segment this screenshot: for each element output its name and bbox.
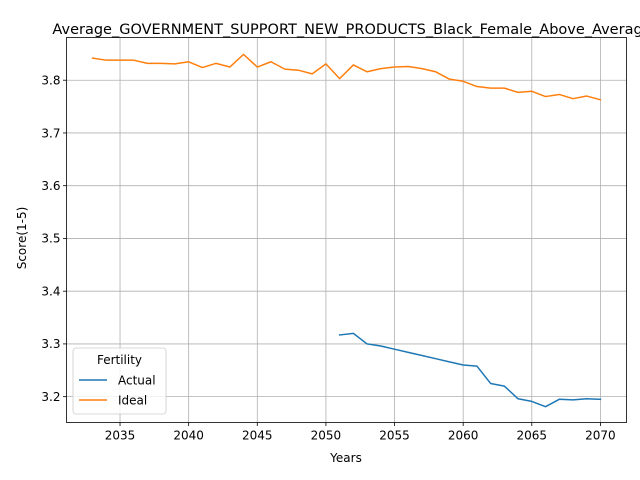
legend-label-ideal: Ideal	[118, 393, 147, 407]
x-tick-label: 2045	[242, 429, 273, 443]
x-tick-label: 2050	[311, 429, 342, 443]
y-axis-ticks: 3.2 3.3 3.4 3.5 3.6 3.7 3.8	[41, 74, 67, 404]
y-tick-label: 3.2	[41, 390, 60, 404]
legend-label-actual: Actual	[118, 373, 156, 387]
series-layer	[91, 53, 602, 408]
legend-box	[72, 347, 167, 415]
legend: Fertility Actual Ideal	[72, 347, 167, 415]
y-tick-label: 3.4	[41, 284, 60, 298]
y-tick-label: 3.6	[41, 179, 60, 193]
chart-title: Average_GOVERNMENT_SUPPORT_NEW_PRODUCTS_…	[52, 22, 640, 38]
y-tick-label: 3.3	[41, 337, 60, 351]
x-axis-title: Years	[329, 451, 362, 465]
x-tick-label: 2070	[585, 429, 616, 443]
x-tick-label: 2055	[379, 429, 410, 443]
y-tick-label: 3.5	[41, 232, 60, 246]
x-axis-ticks: 2035 2040 2045 2050 2055 2060 2065 2070	[105, 422, 616, 443]
x-tick-label: 2035	[105, 429, 136, 443]
axes-frame	[66, 37, 627, 423]
y-axis-title: Score(1-5)	[15, 207, 29, 270]
legend-entries: Actual Ideal	[79, 373, 156, 407]
series-line-actual	[338, 332, 602, 408]
x-tick-label: 2065	[517, 429, 548, 443]
series-line-ideal	[91, 53, 602, 101]
y-tick-label: 3.7	[41, 126, 60, 140]
x-tick-label: 2060	[448, 429, 479, 443]
y-tick-label: 3.8	[41, 74, 60, 88]
x-tick-label: 2040	[173, 429, 204, 443]
legend-title: Fertility	[97, 353, 142, 367]
